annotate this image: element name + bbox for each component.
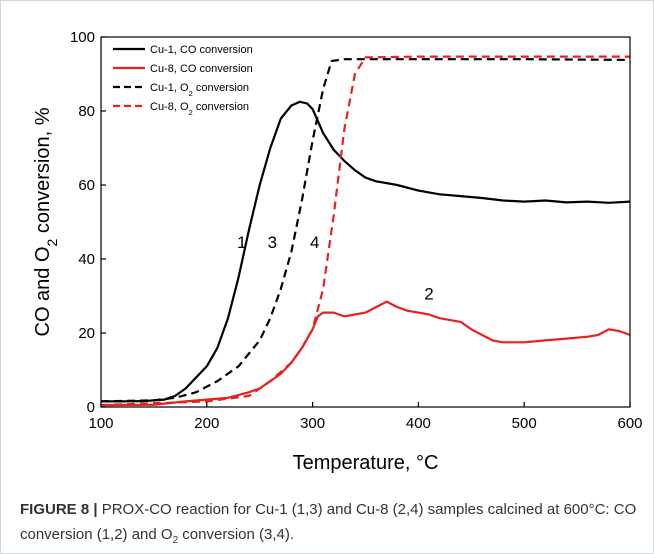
legend-label-1: Cu-1, CO conversion	[150, 44, 253, 56]
x-tick-label-300: 300	[300, 415, 325, 432]
curve-label-1: 1	[237, 233, 246, 252]
y-tick-label-80: 80	[78, 103, 95, 120]
caption-subscript: 2	[172, 535, 179, 546]
legend-label-4: Cu-8, O2 conversion	[150, 101, 249, 117]
series-line-1	[101, 100, 631, 403]
plot-frame	[100, 36, 631, 408]
y-tick-label-20: 20	[78, 325, 95, 342]
x-axis-title: Temperature, °C	[293, 452, 439, 474]
legend-label-2: Cu-8, CO conversion	[150, 63, 253, 75]
line-chart: 1 2 3 4 100 200 300 400 500 600 0 20 40 60 80 100 Temper…	[32, 29, 643, 474]
y-tick-label-40: 40	[78, 251, 95, 268]
caption-text-1: PROX-CO reaction for Cu-1 (1,3) and Cu-8…	[20, 501, 637, 543]
x-tick-label-500: 500	[512, 415, 537, 432]
x-tick-label-100: 100	[88, 415, 113, 432]
series-line-3	[100, 58, 631, 403]
y-tick-label-60: 60	[78, 177, 95, 194]
y-axis-title: CO and O2 conversion, %	[32, 107, 60, 336]
figure-caption: FIGURE 8 | PROX-CO reaction for Cu-1 (1,…	[20, 497, 645, 547]
caption-lead: FIGURE 8 |	[20, 501, 98, 518]
x-tick-label-400: 400	[406, 415, 431, 432]
plot-marks: 1 2 3 4 100 200 300 400 500 600 0 20 40 60 80 100 Temper…	[32, 29, 643, 474]
curve-label-3: 3	[268, 233, 277, 252]
y-tick-label-0: 0	[87, 399, 95, 416]
x-tick-label-600: 600	[617, 415, 642, 432]
legend-label-3: Cu-1, O2 conversion	[150, 82, 249, 98]
x-tick-label-200: 200	[194, 415, 219, 432]
caption-text-2: conversion (3,4).	[178, 526, 295, 543]
y-tick-label-100: 100	[70, 29, 95, 46]
curve-label-2: 2	[424, 285, 433, 304]
curve-label-4: 4	[310, 233, 319, 252]
series-line-2	[100, 300, 631, 407]
series-line-4	[100, 55, 630, 407]
